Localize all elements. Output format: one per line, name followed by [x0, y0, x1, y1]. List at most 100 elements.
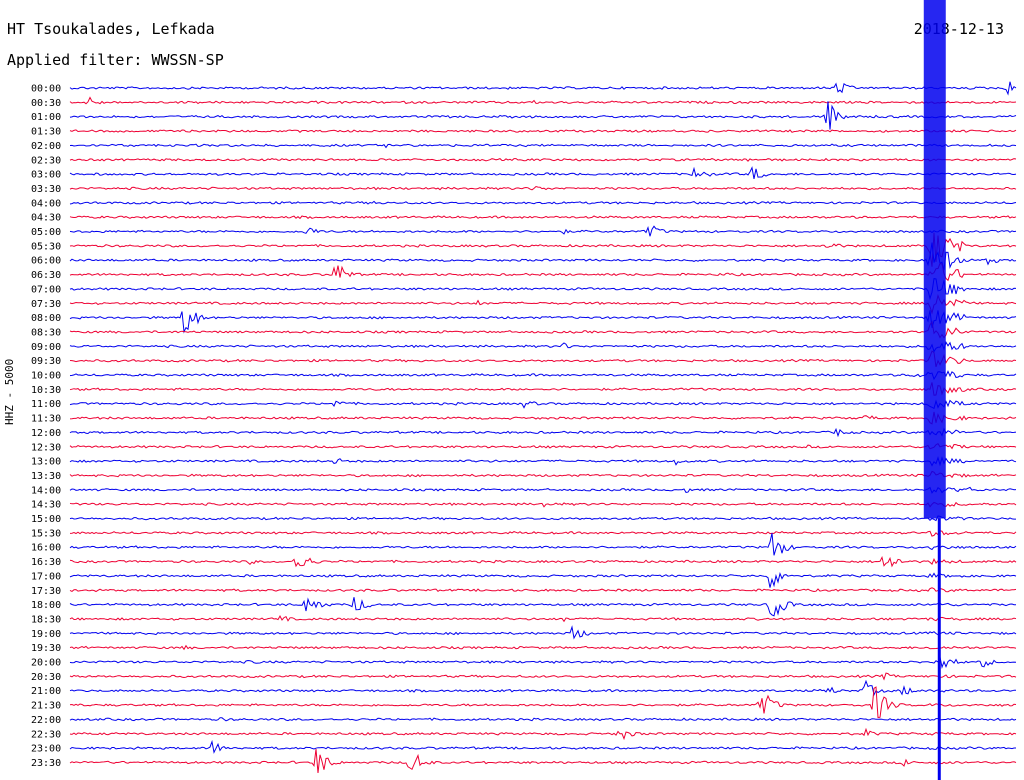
trace-line: [69, 320, 1017, 339]
time-label: 14:30: [31, 500, 61, 511]
time-label: 16:00: [31, 543, 61, 554]
trace-line: [69, 293, 1017, 315]
time-label: 23:00: [31, 744, 61, 755]
time-label: 08:00: [31, 313, 61, 324]
trace-line: [69, 686, 1017, 719]
trace-line: [69, 232, 1017, 267]
trace-line: [69, 411, 1017, 425]
time-label: 06:00: [31, 256, 61, 267]
trace-line: [69, 443, 1017, 450]
time-label: 10:30: [31, 385, 61, 396]
filter-label: Applied filter: WWSSN-SP: [7, 51, 224, 69]
time-label: 18:00: [31, 600, 61, 611]
time-label: 00:00: [31, 84, 61, 95]
time-label: 11:00: [31, 399, 61, 410]
time-label: 05:00: [31, 227, 61, 238]
trace-line: [69, 597, 1017, 617]
time-label: 21:30: [31, 701, 61, 712]
time-label: 03:30: [31, 184, 61, 195]
trace-line: [69, 200, 1017, 205]
major-event-spike: [923, 0, 946, 519]
time-label: 22:30: [31, 729, 61, 740]
time-label: 04:30: [31, 213, 61, 224]
trace-line: [69, 655, 1017, 670]
time-labels: 00:00 00:30 01:00 01:30 02:00 02:30 03:00 03:30…: [31, 84, 61, 769]
trace-line: [69, 555, 1017, 568]
time-label: 17:30: [31, 586, 61, 597]
time-label: 08:30: [31, 327, 61, 338]
time-label: 21:00: [31, 686, 61, 697]
trace-line: [69, 350, 1017, 368]
time-label: 11:30: [31, 414, 61, 425]
trace-line: [69, 242, 1017, 270]
trace-line: [69, 185, 1017, 191]
trace-line: [69, 166, 1017, 179]
trace-line: [69, 672, 1017, 681]
time-label: 06:30: [31, 270, 61, 281]
trace-line: [69, 81, 1017, 96]
time-label: 10:00: [31, 371, 61, 382]
time-label: 13:00: [31, 457, 61, 468]
time-label: 16:30: [31, 557, 61, 568]
trace-line: [69, 587, 1017, 593]
time-label: 09:00: [31, 342, 61, 353]
time-label: 19:30: [31, 643, 61, 654]
time-label: 07:30: [31, 299, 61, 310]
trace-line: [69, 225, 1017, 237]
time-label: 15:00: [31, 514, 61, 525]
trace-line: [69, 470, 1017, 479]
seismic-traces: [69, 0, 1017, 780]
time-label: 20:00: [31, 658, 61, 669]
trace-line: [69, 530, 1017, 537]
time-label: 03:00: [31, 170, 61, 181]
trace-line: [69, 278, 1017, 301]
trace-line: [69, 263, 1017, 282]
trace-line: [69, 615, 1017, 623]
station-title: HT Tsoukalades, Lefkada: [7, 20, 215, 38]
time-label: 14:00: [31, 485, 61, 496]
major-event-tail: [937, 518, 941, 780]
trace-line: [69, 310, 1017, 334]
trace-line: [69, 456, 1017, 467]
time-label: 01:00: [31, 112, 61, 123]
time-label: 15:30: [31, 528, 61, 539]
trace-line: [69, 727, 1017, 741]
trace-line: [69, 515, 1016, 522]
trace-line: [69, 679, 1017, 697]
time-label: 12:30: [31, 442, 61, 453]
time-label: 17:00: [31, 571, 61, 582]
trace-line: [69, 739, 1016, 754]
trace-line: [69, 571, 1017, 588]
time-label: 19:00: [31, 629, 61, 640]
trace-line: [69, 341, 1017, 353]
trace-line: [69, 532, 1017, 556]
time-label: 09:30: [31, 356, 61, 367]
trace-line: [69, 427, 1017, 438]
trace-line: [69, 399, 1017, 410]
trace-line: [69, 129, 1017, 133]
trace-line: [69, 382, 1017, 396]
trace-line: [69, 143, 1017, 149]
trace-line: [69, 215, 1017, 220]
time-label: 04:00: [31, 198, 61, 209]
time-label: 05:30: [31, 241, 61, 252]
time-label: 20:30: [31, 672, 61, 683]
trace-line: [69, 370, 1017, 381]
time-label: 07:00: [31, 284, 61, 295]
time-label: 22:00: [31, 715, 61, 726]
time-label: 02:30: [31, 155, 61, 166]
trace-line: [69, 748, 1017, 774]
time-label: 01:30: [31, 127, 61, 138]
time-label: 13:30: [31, 471, 61, 482]
time-label: 12:00: [31, 428, 61, 439]
time-label: 00:30: [31, 98, 61, 109]
trace-line: [69, 717, 1017, 722]
trace-line: [69, 101, 1017, 130]
trace-line: [69, 625, 1017, 640]
time-label: 23:30: [31, 758, 61, 769]
trace-line: [69, 96, 1017, 105]
trace-line: [69, 157, 1017, 162]
time-label: 18:30: [31, 614, 61, 625]
time-label: 02:00: [31, 141, 61, 152]
trace-line: [69, 644, 1017, 651]
